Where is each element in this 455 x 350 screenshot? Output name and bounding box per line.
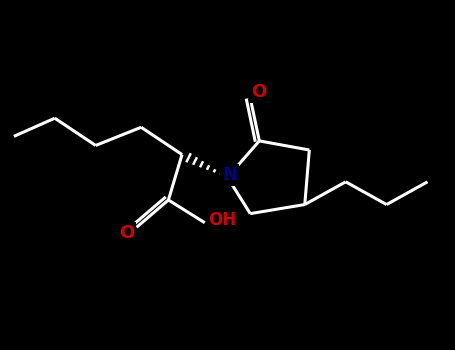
Text: O: O: [119, 224, 134, 242]
Text: O: O: [251, 83, 266, 101]
Text: OH: OH: [208, 211, 236, 230]
Text: N: N: [222, 166, 237, 184]
